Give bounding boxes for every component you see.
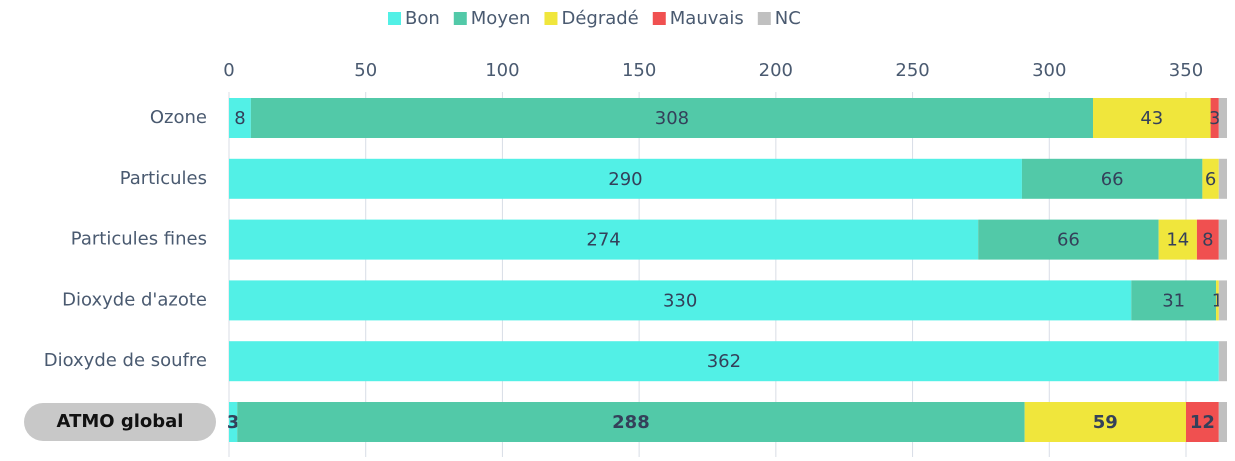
data-label: 308: [655, 108, 689, 129]
data-label: 362: [707, 351, 741, 372]
bar-segment: [1210, 98, 1219, 138]
data-label: 43: [1140, 108, 1163, 129]
category-highlight: [24, 403, 216, 441]
data-label: 288: [612, 412, 650, 433]
bar-segment: [229, 98, 251, 138]
bar-segment: [1216, 280, 1219, 321]
data-label: 66: [1057, 230, 1080, 251]
bar-segment: [1024, 402, 1186, 442]
y-tick-label: ATMO global: [57, 411, 184, 432]
legend-label: NC: [775, 8, 801, 29]
data-label: 12: [1190, 412, 1215, 433]
bar-segment: [978, 219, 1159, 260]
legend-swatch: [757, 12, 771, 25]
bar-segment: [1158, 219, 1197, 260]
bar-segment: [1218, 402, 1227, 442]
y-tick-label: Dioxyde de soufre: [44, 350, 207, 371]
data-label: 274: [586, 230, 620, 251]
data-label: 330: [663, 290, 697, 311]
data-label: 66: [1101, 169, 1124, 190]
bar-segment: [1185, 402, 1219, 442]
data-label: 6: [1205, 169, 1216, 190]
data-label: 3: [227, 412, 240, 433]
data-label: 8: [234, 108, 245, 129]
bar-segment: [229, 280, 1132, 321]
bar-segment: [250, 98, 1094, 138]
bar-segment: [1196, 219, 1219, 260]
bar-segment: [229, 158, 1022, 199]
legend-swatch: [453, 12, 467, 25]
legend-label: Bon: [405, 8, 440, 29]
data-label: 31: [1162, 290, 1185, 311]
data-label: 3: [1209, 108, 1220, 129]
bar-segment: [237, 402, 1025, 442]
x-tick-label: 150: [622, 60, 656, 81]
data-label: 1: [1212, 290, 1223, 311]
legend-label: Dégradé: [561, 8, 638, 29]
y-tick-label: Ozone: [150, 107, 207, 128]
bar-segment: [1202, 158, 1219, 199]
legend-label: Mauvais: [670, 8, 744, 29]
y-tick-label: Particules: [120, 168, 207, 189]
x-tick-label: 50: [354, 60, 377, 81]
data-label: 290: [608, 169, 642, 190]
bar-segment: [229, 219, 979, 260]
x-tick-label: 100: [485, 60, 519, 81]
bar-segment: [229, 402, 238, 442]
x-tick-label: 200: [759, 60, 793, 81]
x-tick-label: 0: [223, 60, 234, 81]
x-tick-label: 250: [895, 60, 929, 81]
bar-segment: [1218, 98, 1227, 138]
x-tick-label: 300: [1032, 60, 1066, 81]
bar-segment: [1218, 341, 1227, 382]
legend-swatch: [388, 12, 401, 25]
bar-segment: [1218, 219, 1227, 260]
bar-segment: [1021, 158, 1203, 199]
data-label: 8: [1202, 230, 1213, 251]
bar-segment: [1093, 98, 1211, 138]
y-tick-label: Particules fines: [71, 229, 207, 250]
bar-segment: [1131, 280, 1217, 321]
legend-swatch: [652, 12, 666, 25]
x-tick-label: 350: [1169, 60, 1203, 81]
legend-swatch: [544, 12, 558, 25]
y-tick-label: Dioxyde d'azote: [62, 289, 207, 310]
legend-label: Moyen: [471, 8, 531, 29]
bar-segment: [1218, 158, 1227, 199]
bar-segment: [1218, 280, 1227, 321]
data-label: 59: [1093, 412, 1118, 433]
data-label: 14: [1166, 230, 1189, 251]
bar-segment: [229, 341, 1219, 382]
